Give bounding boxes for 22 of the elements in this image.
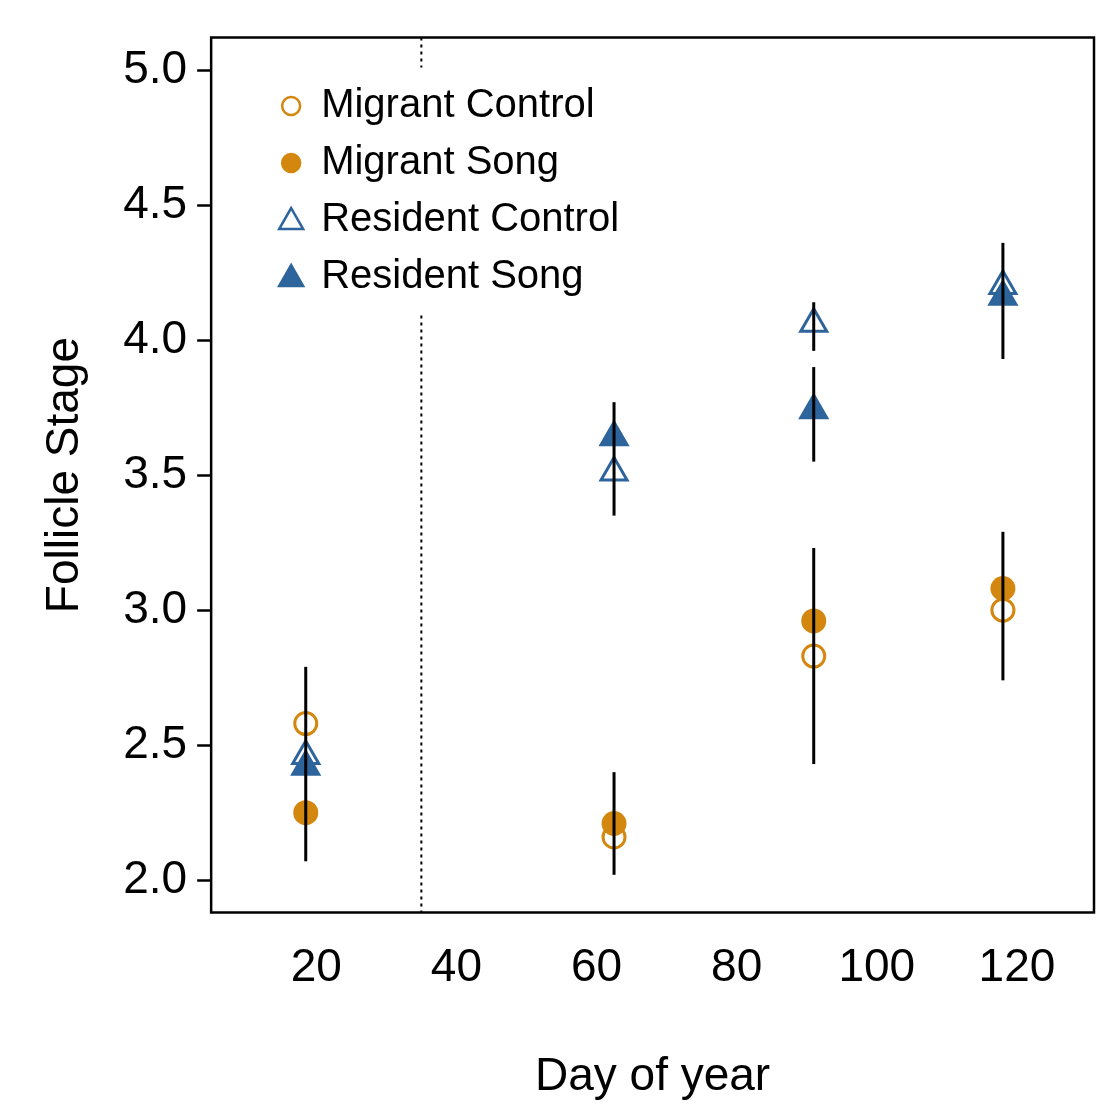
x-tick-label: 120	[978, 938, 1056, 991]
y-tick-label: 4.5	[123, 175, 188, 228]
x-tick-label: 100	[838, 938, 916, 991]
x-axis-title: Day of year	[534, 1048, 771, 1101]
x-tick-label: 40	[430, 938, 482, 991]
y-tick-label: 3.5	[123, 445, 188, 498]
x-tick-label: 20	[290, 938, 342, 991]
y-tick-label: 2.0	[123, 850, 188, 903]
y-axis-title: Follicle Stage	[36, 337, 89, 614]
point	[990, 597, 1016, 623]
x-tick-label: 80	[711, 938, 763, 991]
x-tick-label: 60	[570, 938, 623, 991]
y-tick-label: 3.0	[123, 580, 188, 633]
point	[293, 711, 319, 737]
point	[801, 643, 827, 669]
y-tick-label: 2.5	[123, 715, 188, 768]
legend-label: Migrant Song	[321, 138, 560, 183]
legend-label: Resident Control	[321, 195, 620, 240]
y-tick-label: 5.0	[123, 40, 188, 93]
legend-label: Migrant Control	[321, 81, 595, 126]
legend-label: Resident Song	[321, 252, 584, 297]
y-tick-label: 4.0	[123, 310, 188, 363]
